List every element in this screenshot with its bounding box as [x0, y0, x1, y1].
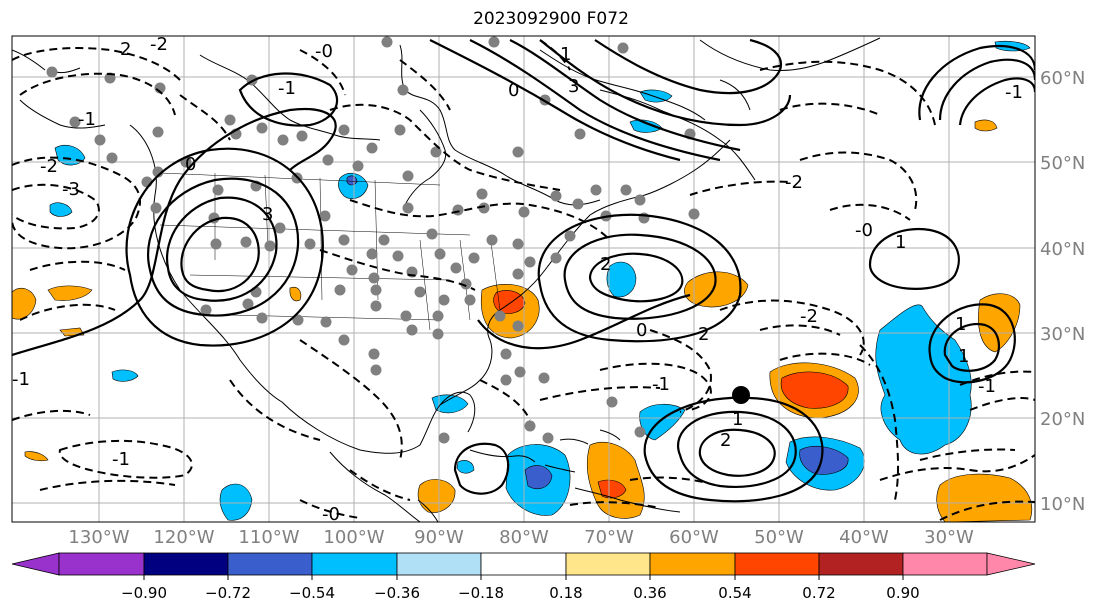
- lon-label: 60°W: [669, 527, 719, 548]
- lon-label: 90°W: [414, 527, 464, 548]
- contour-label: -1: [278, 78, 296, 99]
- colorbar-tick-label: 0.36: [633, 584, 666, 602]
- contour-label: -3: [62, 179, 80, 200]
- colorbar: [11, 552, 1036, 576]
- gridlines: [12, 36, 1035, 522]
- colorbar-tick-label: −0.36: [374, 584, 420, 602]
- colorbar-tick-label: −0.72: [205, 584, 251, 602]
- map-title: 2023092900 F072: [473, 9, 629, 29]
- lon-label: 100°W: [323, 527, 384, 548]
- contour-label: 3: [568, 76, 579, 97]
- contour-label: -2: [800, 306, 818, 327]
- colorbar-tick-label: 0.54: [718, 584, 751, 602]
- contour-label: 2: [720, 430, 731, 451]
- colorbar-tick-labels: −0.90 −0.72 −0.54 −0.36 −0.18 0.18 0.36 …: [121, 584, 920, 602]
- contour-label: 2: [120, 39, 131, 60]
- lon-label: 80°W: [499, 527, 549, 548]
- colorbar-segment: [734, 552, 820, 576]
- colorbar-tick-label: 0.72: [802, 584, 835, 602]
- colorbar-segment: [396, 552, 482, 576]
- contour-label: -1: [652, 374, 670, 395]
- contour-label: -2: [785, 172, 803, 193]
- colorbar-tick-label: 0.18: [549, 584, 582, 602]
- colorbar-segment: [227, 552, 313, 576]
- contour-label: 0: [185, 154, 196, 175]
- contour-label: -1: [112, 449, 130, 470]
- contour-label: -0: [855, 220, 873, 241]
- contour-label: 0: [508, 80, 519, 101]
- contour-label: 1: [955, 314, 966, 335]
- contour-label: 1: [895, 232, 906, 253]
- colorbar-segment: [818, 552, 904, 576]
- contour-label: 3: [262, 204, 273, 225]
- lat-label: 10°N: [1040, 494, 1085, 515]
- contour-label: 1: [732, 409, 743, 430]
- lon-label: 40°W: [839, 527, 889, 548]
- colorbar-segment: [649, 552, 736, 576]
- lat-label: 20°N: [1040, 409, 1085, 430]
- colorbar-tick-label: −0.54: [289, 584, 335, 602]
- latitude-labels: 60°N 50°N 40°N 30°N 20°N 10°N: [1040, 68, 1085, 515]
- contour-label: -0: [322, 504, 340, 525]
- contour-label: -0: [315, 41, 333, 62]
- lat-label: 30°N: [1040, 324, 1085, 345]
- lon-label: 70°W: [584, 527, 634, 548]
- longitude-labels: 130°W 120°W 110°W 100°W 90°W 80°W 70°W 6…: [68, 527, 974, 548]
- contour-label: -1: [978, 376, 996, 397]
- contour-labels: 2 -2 -0 -1 -1 1 3 -2 -3 3 0 0 -1 1 -0 -2…: [12, 34, 1023, 525]
- lat-label: 50°N: [1040, 153, 1085, 174]
- lon-label: 130°W: [68, 527, 129, 548]
- colorbar-segment: [902, 552, 988, 576]
- contour-label: 2: [698, 324, 709, 345]
- lon-label: 120°W: [153, 527, 214, 548]
- colorbar-under-arrow: [11, 552, 60, 576]
- colorbar-tick-label: −0.18: [458, 584, 504, 602]
- station-markers: [46, 36, 700, 444]
- contour-label: -1: [12, 369, 30, 390]
- lon-label: 110°W: [238, 527, 299, 548]
- contour-label: -1: [1005, 82, 1023, 103]
- contour-label: -2: [150, 34, 168, 55]
- colorbar-segment: [311, 552, 398, 576]
- colorbar-over-arrow: [986, 552, 1036, 576]
- contour-label: 2: [600, 254, 611, 275]
- contour-label: -2: [40, 156, 58, 177]
- lat-label: 40°N: [1040, 239, 1085, 260]
- colorbar-ticks: [143, 575, 904, 580]
- colorbar-tick-label: −0.90: [121, 584, 167, 602]
- colorbar-segment: [480, 552, 567, 576]
- colorbar-segment: [58, 552, 145, 576]
- contours-solid: [12, 38, 1035, 503]
- contours-dashed: [12, 39, 1035, 521]
- colorbar-segment: [143, 552, 229, 576]
- colorbar-segment: [565, 552, 651, 576]
- contour-label: 1: [958, 346, 969, 367]
- map-frame: [11, 35, 1036, 523]
- lon-label: 30°W: [924, 527, 974, 548]
- contour-label: 1: [560, 44, 571, 65]
- storm-position-marker: [732, 386, 750, 404]
- lat-label: 60°N: [1040, 68, 1085, 89]
- colorbar-tick-label: 0.90: [886, 584, 919, 602]
- contour-label: -1: [78, 109, 96, 130]
- lon-label: 50°W: [754, 527, 804, 548]
- contour-label: 0: [636, 320, 647, 341]
